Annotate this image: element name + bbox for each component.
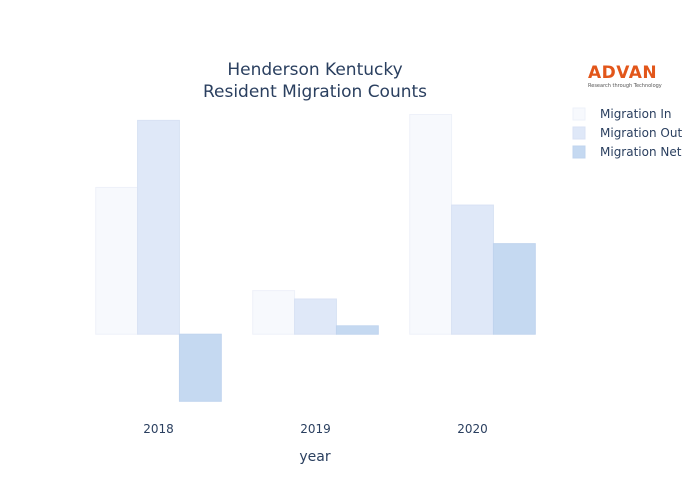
advan-logo: ADVAN Research through Technology	[588, 64, 684, 96]
bar-migration-in-2020	[409, 114, 453, 335]
x-tick-label: 2018	[143, 422, 174, 436]
x-tick-label: 2019	[300, 422, 331, 436]
legend-swatch[interactable]	[572, 145, 586, 159]
bar-migration-in-2018	[95, 186, 139, 335]
legend-label[interactable]: Migration In	[600, 107, 672, 121]
bar-migration-net-2018	[178, 333, 222, 402]
legend-label[interactable]: Migration Out	[600, 126, 682, 140]
bar-migration-net-2019	[335, 325, 379, 335]
chart-title-line-1: Henderson Kentucky	[227, 60, 402, 80]
bar-migration-in-2019	[252, 290, 296, 335]
logo-tagline: Research through Technology	[588, 83, 662, 89]
legend: Migration In Migration Out Migration Net	[572, 107, 682, 159]
bar-migration-out-2018	[137, 119, 180, 335]
legend-label[interactable]: Migration Net	[600, 145, 682, 159]
bar-migration-out-2019	[294, 298, 337, 335]
legend-swatch[interactable]	[572, 126, 586, 140]
bar-migration-out-2020	[451, 204, 494, 335]
legend-swatch[interactable]	[572, 107, 586, 121]
bar-migration-net-2020	[492, 243, 536, 335]
bars-group	[95, 114, 536, 402]
x-axis-title: year	[299, 449, 330, 465]
logo-wordmark: ADVAN	[588, 63, 658, 83]
x-tick-labels: 2018 2019 2020	[143, 422, 488, 436]
chart-title-line-2: Resident Migration Counts	[203, 82, 427, 102]
x-tick-label: 2020	[457, 422, 488, 436]
